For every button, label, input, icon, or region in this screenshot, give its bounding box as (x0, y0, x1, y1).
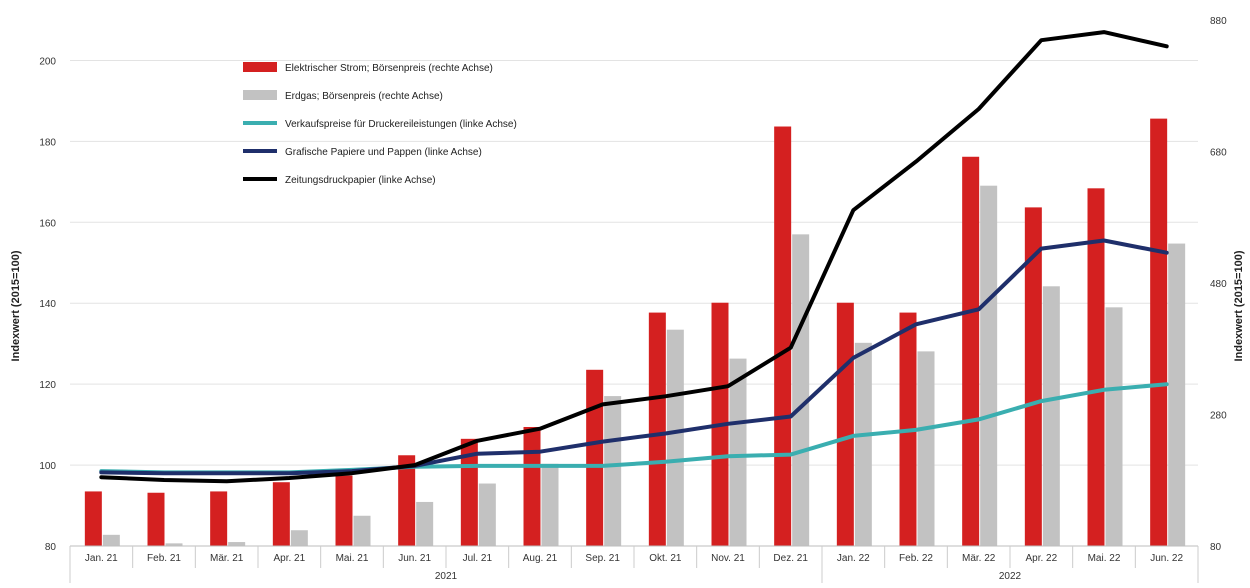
year-label: 2021 (435, 571, 458, 582)
bar (523, 426, 541, 546)
bar (84, 491, 102, 546)
bar (666, 329, 684, 546)
x-tick-label: Sep. 21 (585, 553, 620, 564)
x-tick-label: Apr. 21 (273, 553, 305, 564)
series-line (99, 238, 1169, 476)
series-line (99, 382, 1169, 475)
x-tick-label: Jun. 22 (1150, 553, 1183, 564)
bar (398, 455, 416, 546)
bar (478, 483, 496, 546)
x-tick-label: Mai. 21 (336, 553, 369, 564)
x-tick-label: Feb. 22 (899, 553, 933, 564)
x-tick-label: Nov. 21 (711, 553, 745, 564)
bar (836, 302, 854, 546)
line-series (99, 30, 1169, 484)
bar (1042, 286, 1060, 546)
year-label: 2022 (999, 571, 1022, 582)
x-tick-label: Mär. 21 (210, 553, 244, 564)
bar (228, 542, 246, 546)
legend: Elektrischer Strom; Börsenpreis (rechte … (243, 62, 517, 186)
bar (416, 501, 434, 546)
y-left-tick-label: 180 (39, 137, 56, 148)
bar (1168, 243, 1186, 547)
y-right-tick-label: 280 (1210, 411, 1227, 422)
x-tick-label: Jun. 21 (398, 553, 431, 564)
x-tick-label: Apr. 22 (1025, 553, 1057, 564)
bar (604, 396, 622, 546)
y-axis-right-title: Indexwert (2015=100) (1233, 250, 1245, 361)
bar (102, 534, 120, 546)
bar (1105, 307, 1123, 546)
bar (792, 234, 810, 546)
bar (774, 126, 792, 546)
series-line (99, 30, 1169, 484)
bar (210, 491, 228, 546)
bar (962, 156, 980, 546)
bar (854, 342, 872, 546)
bar (917, 351, 935, 546)
legend-label: Grafische Papiere und Pappen (linke Achs… (285, 147, 482, 158)
x-tick-label: Jan. 21 (85, 553, 118, 564)
y-right-tick-label: 880 (1210, 16, 1227, 27)
x-tick-label: Aug. 21 (523, 553, 558, 564)
bar (147, 492, 165, 546)
legend-label: Elektrischer Strom; Börsenpreis (rechte … (285, 63, 493, 74)
y-right-tick-label: 680 (1210, 148, 1227, 159)
bar (729, 358, 747, 546)
bar (1024, 207, 1042, 546)
legend-swatch (243, 62, 277, 72)
legend-label: Erdgas; Börsenpreis (rechte Achse) (285, 91, 443, 102)
legend-label: Zeitungsdruckpapier (linke Achse) (285, 175, 436, 186)
y-left-tick-label: 100 (39, 461, 56, 472)
bar (1150, 118, 1168, 546)
y-left-tick-label: 140 (39, 299, 56, 310)
x-tick-label: Jan. 22 (837, 553, 870, 564)
y-left-tick-label: 120 (39, 380, 56, 391)
bar (335, 475, 353, 546)
x-tick-label: Jul. 21 (463, 553, 493, 564)
y-axis-left-title: Indexwert (2015=100) (10, 250, 22, 361)
legend-swatch (243, 90, 277, 100)
bar (541, 463, 559, 546)
axes: 80 100 120 140 160 180 200 80 280 480 680 880 Jan. 2… (39, 16, 1227, 583)
x-tick-label: Dez. 21 (773, 553, 808, 564)
x-tick-label: Mai. 22 (1088, 553, 1121, 564)
legend-label: Verkaufspreise für Druckereileistungen (… (285, 119, 517, 130)
bar (980, 185, 998, 546)
y-right-tick-label: 480 (1210, 279, 1227, 290)
bar (1087, 188, 1105, 546)
bar (290, 530, 308, 546)
bar (353, 515, 371, 546)
bar (586, 369, 604, 546)
bar (165, 543, 183, 546)
bar (648, 312, 666, 546)
x-tick-label: Okt. 21 (649, 553, 682, 564)
y-left-tick-label: 200 (39, 56, 56, 67)
bar (272, 482, 290, 546)
gridlines (70, 59, 1198, 466)
y-left-tick-label: 80 (45, 542, 57, 553)
y-left-tick-label: 160 (39, 218, 56, 229)
x-tick-label: Feb. 21 (147, 553, 181, 564)
x-tick-label: Mär. 22 (962, 553, 996, 564)
y-right-tick-label: 80 (1210, 542, 1222, 553)
